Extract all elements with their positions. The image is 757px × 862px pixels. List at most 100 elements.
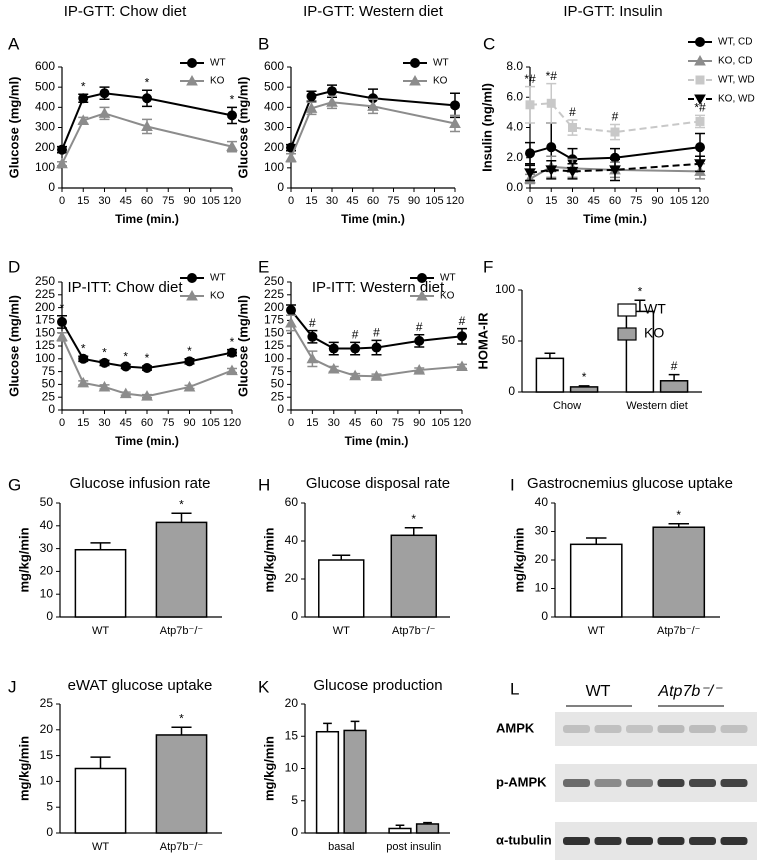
chart-title: IP-GTT: Chow diet [64, 3, 187, 20]
y-tick-label: 0 [277, 402, 284, 416]
y-tick-label: 100 [495, 282, 515, 296]
y-tick-label: 25 [40, 696, 54, 710]
x-tick-label: Western diet [626, 400, 688, 412]
legend-label: KO, CD [718, 56, 752, 67]
panel-letter: L [510, 679, 519, 698]
x-tick-label: 0 [288, 195, 294, 207]
marker [186, 74, 198, 86]
significance-label: * [81, 341, 86, 355]
y-tick-label: 250 [264, 274, 284, 288]
y-tick-label: 225 [35, 287, 55, 301]
legend-label: KO [210, 76, 225, 87]
y-tick-label: 10 [40, 774, 54, 788]
y-tick-label: 0 [46, 825, 53, 839]
row-label: α-tubulin [496, 832, 552, 847]
marker [141, 120, 153, 131]
y-tick-label: 175 [35, 313, 55, 327]
panel-letter: C [483, 34, 495, 53]
marker [184, 356, 195, 367]
band [594, 725, 622, 733]
marker [568, 123, 577, 132]
band [720, 779, 748, 787]
y-axis-label: Glucose (mg/ml) [235, 77, 250, 179]
x-tick-label: 30 [328, 417, 340, 429]
y-tick-label: 60 [285, 495, 299, 509]
marker [367, 100, 379, 111]
panel-letter: I [510, 475, 515, 494]
marker [370, 370, 383, 381]
significance-label: * [230, 335, 235, 349]
error-bar [634, 299, 646, 312]
group-label: Atp7b⁻/⁻ [657, 683, 723, 700]
legend-label: KO [210, 291, 225, 302]
marker [328, 343, 339, 354]
band [626, 837, 653, 845]
x-tick-label: 60 [609, 195, 621, 207]
x-tick-label: 60 [370, 417, 382, 429]
y-tick-label: 175 [264, 313, 284, 327]
significance-label: * [81, 79, 86, 93]
marker [546, 142, 557, 153]
legend-label: WT [440, 273, 456, 284]
group-label: WT [586, 683, 611, 700]
significance-label: * [123, 350, 128, 364]
x-tick-label: Atp7b⁻/⁻ [657, 625, 701, 637]
significance-label: # [569, 105, 576, 119]
marker [186, 289, 198, 301]
y-tick-label: 0 [508, 384, 515, 398]
x-tick-label: 75 [392, 417, 404, 429]
y-tick-label: 125 [264, 338, 284, 352]
marker [98, 107, 111, 118]
marker [414, 335, 425, 346]
x-tick-label: 75 [630, 195, 642, 207]
x-tick-label: 30 [98, 195, 110, 207]
marker [183, 380, 196, 392]
significance-label: * [179, 497, 184, 511]
x-tick-label: 0 [288, 417, 294, 429]
x-tick-label: 90 [408, 195, 420, 207]
significance-label: * [179, 711, 184, 725]
x-tick-label: 90 [183, 417, 195, 429]
marker [99, 357, 110, 368]
error-bar [404, 526, 423, 536]
y-tick-label: 15 [40, 748, 54, 762]
legend-label: WT, WD [718, 75, 755, 86]
marker [226, 364, 238, 376]
legend-label: WT [210, 273, 226, 284]
y-tick-label: 0 [291, 609, 298, 623]
band [720, 725, 748, 733]
chart-title: Gastrocnemius glucose uptake [527, 475, 733, 492]
significance-label: # [459, 314, 466, 328]
line [529, 162, 701, 174]
marker [306, 352, 319, 364]
x-tick-label: 15 [306, 417, 318, 429]
error-bar [171, 512, 192, 523]
marker [56, 157, 68, 169]
y-tick-label: 15 [285, 728, 299, 742]
x-tick-label: 45 [588, 195, 600, 207]
chart-title: IP-ITT: Western diet [312, 279, 445, 296]
marker [349, 369, 361, 381]
marker [610, 127, 620, 137]
x-tick-label: 15 [77, 417, 89, 429]
error-bar [90, 756, 111, 769]
legend-swatch [617, 303, 637, 317]
y-tick-label: 200 [35, 300, 55, 314]
y-tick-label: 10 [285, 761, 299, 775]
y-tick-label: 500 [35, 79, 55, 93]
significance-label: * [145, 351, 150, 365]
marker [566, 166, 579, 178]
significance-label: * [411, 512, 416, 526]
y-tick-label: 50 [502, 333, 516, 347]
legend-label: KO [433, 76, 448, 87]
bar [390, 534, 437, 618]
x-tick-label: 105 [670, 195, 688, 207]
marker [56, 330, 68, 342]
bar [569, 386, 599, 393]
x-axis-label: Time (min.) [115, 212, 179, 226]
significance-label: * [102, 346, 107, 360]
marker [305, 102, 318, 113]
y-tick-label: 5 [291, 793, 298, 807]
y-tick-label: 20 [40, 722, 54, 736]
